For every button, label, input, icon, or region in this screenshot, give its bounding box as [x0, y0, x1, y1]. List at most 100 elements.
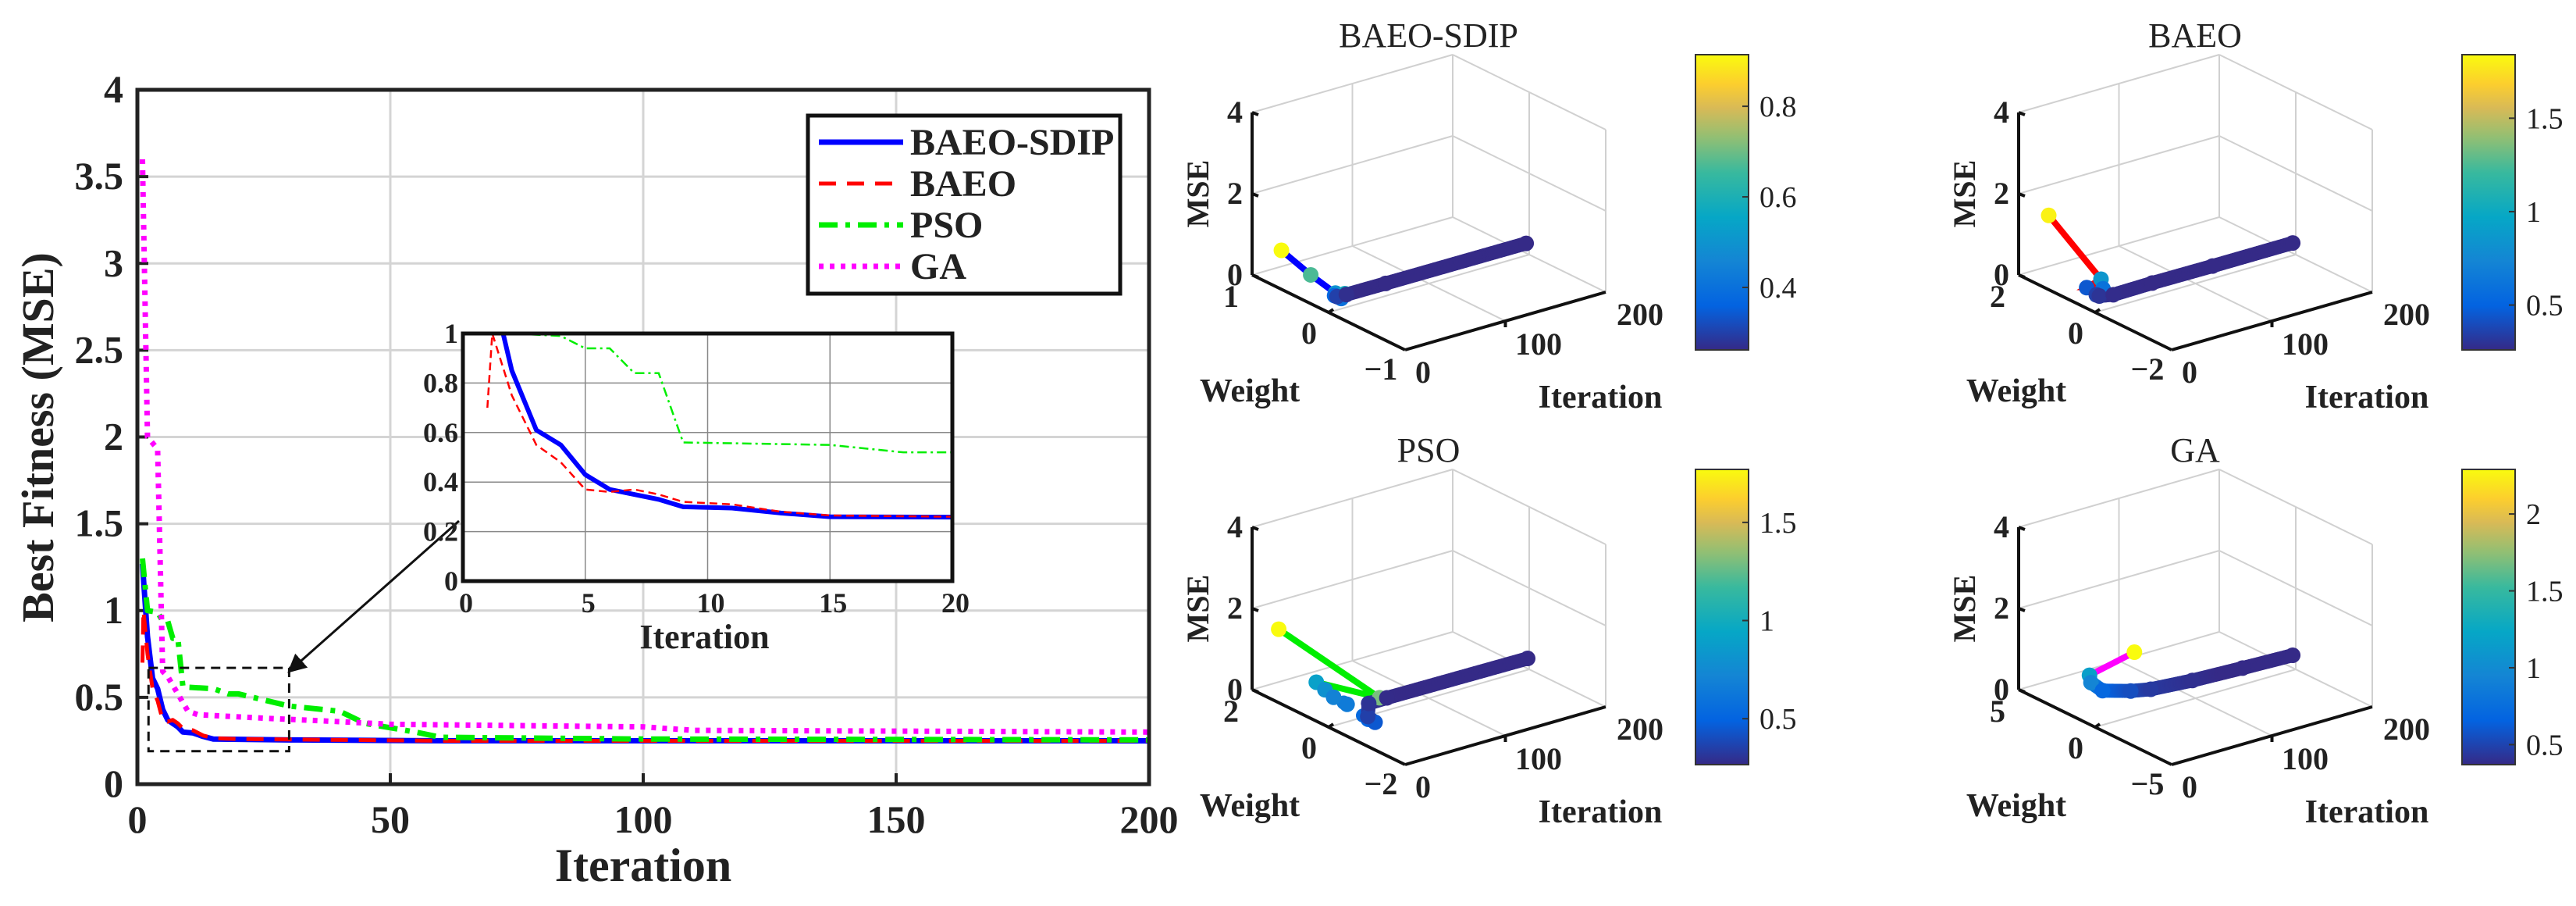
z-tick-label: 2: [1994, 176, 2009, 211]
y-tick-label: 3.5: [75, 154, 124, 198]
plot-frame: [135, 87, 1151, 787]
inset-x-axis-label: Iteration: [639, 618, 769, 656]
colorbar-tick-label: 0.5: [2526, 729, 2564, 762]
iteration-tick-label: 0: [2182, 355, 2197, 390]
weight-tick-label: 0: [1301, 730, 1317, 765]
weight-tick-label: 2: [1990, 279, 2005, 314]
z-tick-label: 0: [1227, 672, 1243, 707]
x-tick-label: 0: [128, 797, 148, 841]
z-tick-label: 0: [1227, 257, 1243, 292]
trajectory-keypoint: [1379, 690, 1395, 706]
z-tick-mark: [2018, 526, 2026, 531]
weight-tick-label: −2: [1364, 766, 1398, 801]
y-axis-label: Best Fitness (MSE): [12, 252, 63, 622]
zoom-region-box: [147, 666, 290, 753]
colorbar-tick-label: 0.4: [1759, 272, 1797, 305]
iteration-tick-label: 0: [1415, 355, 1431, 390]
y-tick-label: 1: [104, 588, 123, 632]
x-tick-label: 100: [614, 797, 673, 841]
y-tick-label: 4: [104, 67, 123, 111]
inset-x-tick-label: 5: [582, 587, 596, 619]
iteration-axis-label: Iteration: [2305, 794, 2429, 830]
zoom-arrow: [287, 519, 460, 673]
inset-x-tick-label: 10: [697, 587, 725, 619]
trajectory-keypoint: [1338, 287, 1354, 303]
inset-x-tick-label: 0: [459, 587, 473, 619]
z-tick-mark: [2018, 192, 2026, 198]
weight-axis-label: Weight: [1200, 788, 1300, 824]
colorbar: [1695, 469, 1749, 765]
iteration-tick-label: 0: [2182, 769, 2197, 804]
y-tick-label: 0: [104, 762, 123, 805]
iteration-tick-label: 100: [1515, 326, 1562, 362]
trajectory-keypoint: [2285, 647, 2301, 663]
inset-x-tick-label: 20: [941, 587, 970, 619]
trajectory-keypoint: [2041, 207, 2057, 223]
inset-frame: [461, 331, 955, 583]
series-line-baeo-sdip: [139, 563, 1149, 744]
iteration-axis-label: Iteration: [2305, 380, 2429, 416]
colorbar-tick-label: 0.8: [1759, 91, 1797, 123]
colorbar-tick-label: 1: [1759, 605, 1774, 638]
panel-title: BAEO: [2148, 16, 2242, 55]
z-tick-label: 4: [1994, 509, 2009, 544]
trajectory-keypoint: [2144, 275, 2161, 291]
series-line-baeo: [140, 608, 1149, 743]
mse-axis-label: MSE: [1180, 160, 1215, 228]
weight-tick-mark: [1327, 722, 1335, 729]
weight-axis-label: Weight: [1200, 373, 1300, 409]
trajectory-keypoint: [2143, 681, 2159, 697]
colorbar-tick-label: 2: [2526, 498, 2541, 531]
y-tick-label: 2.5: [75, 327, 124, 371]
trajectory-keypoint: [2285, 235, 2301, 251]
trajectory-keypoint: [2126, 644, 2143, 661]
panel-title: BAEO-SDIP: [1339, 16, 1518, 55]
trajectory-keypoint: [1378, 275, 1394, 291]
weight-tick-mark: [2094, 722, 2101, 729]
weight-tick-label: −1: [1364, 351, 1398, 387]
iteration-axis-label: Iteration: [1539, 380, 1663, 416]
trajectory-keypoint: [2083, 674, 2099, 690]
weight-tick-label: −5: [2131, 766, 2165, 801]
inset-y-tick-label: 0.2: [423, 516, 458, 548]
iteration-tick-label: 100: [2282, 326, 2329, 362]
z-tick-label: 2: [1227, 176, 1243, 211]
mse-axis-label: MSE: [1947, 160, 1982, 228]
inset-y-tick-label: 0: [444, 565, 458, 597]
trajectory-keypoint: [1303, 266, 1319, 283]
z-tick-label: 2: [1994, 590, 2009, 626]
x-tick-label: 200: [1120, 797, 1179, 841]
inset-series-group: [486, 334, 952, 520]
iteration-tick-label: 200: [2383, 297, 2430, 332]
weight-tick-label: 2: [1223, 694, 1239, 729]
z-tick-label: 0: [1994, 672, 2009, 707]
inset-y-tick-label: 0.4: [423, 466, 458, 498]
z-tick-mark: [2018, 688, 2026, 694]
floor-gridline: [1352, 245, 1506, 322]
weight-tick-label: −2: [2131, 351, 2165, 387]
weight-axis-label: Weight: [1966, 788, 2066, 824]
legend-box: [806, 113, 1123, 296]
inset-y-tick-label: 0.8: [423, 367, 458, 398]
trajectory-keypoint: [1339, 696, 1355, 712]
trajectory-keypoint: [2094, 683, 2111, 699]
floor-gridline: [1352, 660, 1506, 737]
iteration-tick-label: 100: [1515, 741, 1562, 776]
colorbar: [2461, 54, 2516, 351]
series-line-pso: [139, 558, 1149, 743]
x-axis-label: Iteration: [555, 840, 732, 891]
z-tick-label: 0: [1994, 257, 2009, 292]
weight-tick-label: 0: [2068, 730, 2083, 765]
colorbar-tick-label: 1: [2526, 652, 2541, 685]
x-tick-label: 150: [867, 797, 926, 841]
colorbar-tick-label: 0.5: [1759, 703, 1797, 736]
inset-series-line-baeo-sdip: [500, 334, 952, 520]
z-tick-label: 4: [1994, 95, 2009, 130]
trajectory-keypoint: [2184, 672, 2201, 689]
y-tick-label: 3: [104, 241, 123, 284]
x-tick-label: 50: [371, 797, 410, 841]
